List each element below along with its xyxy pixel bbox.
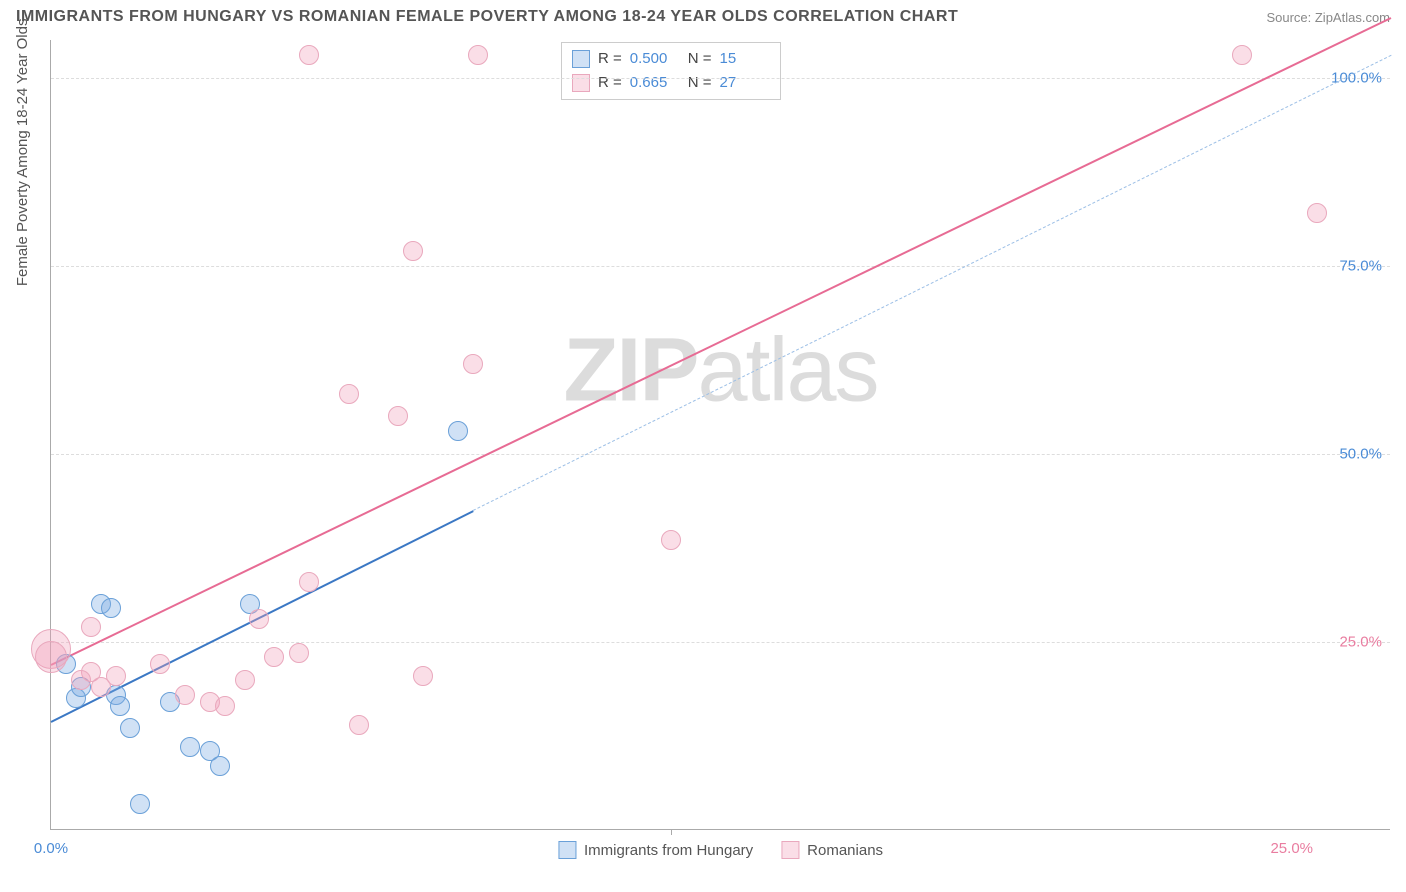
legend-swatch [558,841,576,859]
n-value: 15 [720,47,770,71]
x-tick-mark [671,829,672,835]
y-tick-label: 25.0% [1339,633,1382,650]
data-point [110,696,130,716]
y-axis-label: Female Poverty Among 18-24 Year Olds [14,19,31,287]
trend-line [51,18,1392,667]
gridline [51,266,1390,267]
data-point [388,406,408,426]
data-point [661,530,681,550]
data-point [180,737,200,757]
y-tick-label: 50.0% [1339,445,1382,462]
legend-label: Immigrants from Hungary [584,842,753,859]
data-point [339,384,359,404]
data-point [215,696,235,716]
r-value: 0.500 [630,47,680,71]
watermark: ZIPatlas [563,320,877,423]
stats-row: R = 0.500 N = 15 [572,47,770,71]
stats-row: R = 0.665 N = 27 [572,71,770,95]
data-point [413,666,433,686]
data-point [71,670,91,690]
data-point [175,685,195,705]
data-point [299,45,319,65]
data-point [235,670,255,690]
data-point [210,756,230,776]
gridline [51,454,1390,455]
n-label: N = [688,71,712,95]
data-point [1307,203,1327,223]
data-point [101,598,121,618]
data-point [91,677,111,697]
legend-swatch [572,50,590,68]
data-point [403,241,423,261]
data-point [264,647,284,667]
data-point [130,794,150,814]
data-point [35,641,67,673]
data-point [299,572,319,592]
data-point [349,715,369,735]
data-point [81,617,101,637]
data-point [120,718,140,738]
data-point [150,654,170,674]
n-value: 27 [720,71,770,95]
data-point [468,45,488,65]
data-point [1232,45,1252,65]
x-tick-label: 0.0% [34,840,68,857]
data-point [448,421,468,441]
legend-swatch [781,841,799,859]
n-label: N = [688,47,712,71]
legend-item: Romanians [781,841,883,859]
chart-title: IMMIGRANTS FROM HUNGARY VS ROMANIAN FEMA… [16,8,958,26]
x-tick-label: 25.0% [1270,840,1313,857]
scatter-plot: ZIPatlas R =0.500N =15R =0.665N =27 Immi… [50,40,1390,830]
data-point [463,354,483,374]
legend-label: Romanians [807,842,883,859]
trend-line [473,55,1392,511]
gridline [51,642,1390,643]
data-point [249,609,269,629]
data-point [289,643,309,663]
r-label: R = [598,71,622,95]
source-label: Source: ZipAtlas.com [1266,10,1390,25]
gridline [51,78,1390,79]
legend-item: Immigrants from Hungary [558,841,753,859]
stats-legend: R = 0.500 N = 15 R = 0.665 N = 27 [561,42,781,100]
r-value: 0.665 [630,71,680,95]
r-label: R = [598,47,622,71]
bottom-legend: Immigrants from Hungary Romanians [558,841,883,859]
y-tick-label: 75.0% [1339,257,1382,274]
